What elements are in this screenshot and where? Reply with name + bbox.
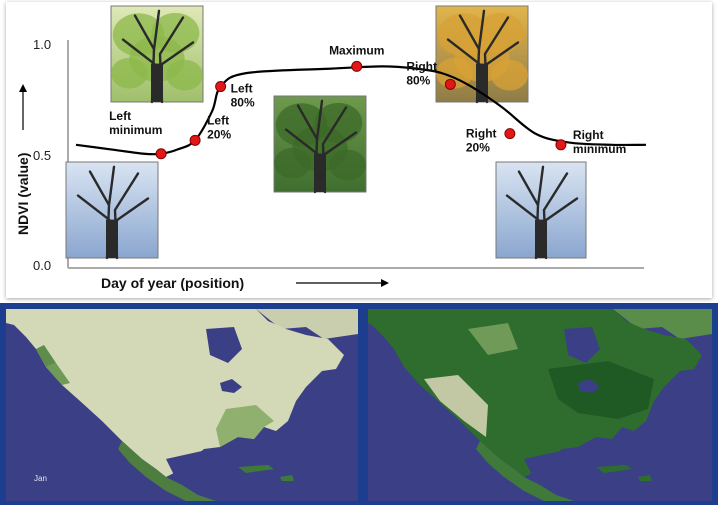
north-america-map-winter <box>6 309 358 501</box>
ndvi-point <box>189 134 201 146</box>
point-label: Left <box>231 82 253 96</box>
ndvi-point <box>555 139 567 151</box>
ndvi-maps-panel: Jan <box>0 303 718 505</box>
map-month-label: Jan <box>34 474 47 483</box>
ndvi-point <box>155 148 167 160</box>
x-axis-title: Day of year (position) <box>101 275 244 291</box>
x-axis-arrowhead <box>381 279 389 287</box>
ndvi-chart: 1.0 0.5 0.0 NDVI (value) Day of year (po… <box>15 5 647 291</box>
point-label: Right <box>466 127 497 141</box>
point-label: Maximum <box>329 43 384 57</box>
tree-photo-spring <box>110 5 204 104</box>
point-label: Right <box>406 59 437 73</box>
ndvi-chart-panel: 1.0 0.5 0.0 NDVI (value) Day of year (po… <box>6 2 712 298</box>
point-label: Left <box>109 109 131 123</box>
y-tick-label: 1.0 <box>33 37 51 52</box>
tree-photo-leafless-left <box>65 161 159 260</box>
point-label: 20% <box>466 141 490 155</box>
point-label: 80% <box>406 73 430 87</box>
tree-photo-summer <box>273 95 367 194</box>
y-tick-label: 0.0 <box>33 258 51 273</box>
ndvi-map-january: Jan <box>6 309 358 501</box>
y-axis-arrowhead <box>19 84 27 92</box>
tree-photo-leafless-right <box>495 161 587 260</box>
ndvi-point <box>444 78 456 90</box>
point-label: minimum <box>573 142 626 156</box>
north-america-map-summer <box>368 309 712 501</box>
tree-photo-autumn <box>435 5 529 104</box>
ndvi-point <box>504 128 516 140</box>
y-tick-label: 0.5 <box>33 148 51 163</box>
point-label: 80% <box>231 96 255 110</box>
point-label: Left <box>207 113 229 127</box>
ndvi-point <box>215 81 227 93</box>
point-label: 20% <box>207 127 231 141</box>
ndvi-map-july <box>368 309 712 501</box>
ndvi-point <box>351 60 363 72</box>
point-label: Right <box>573 128 604 142</box>
y-axis-title: NDVI (value) <box>15 153 31 235</box>
point-label: minimum <box>109 123 162 137</box>
